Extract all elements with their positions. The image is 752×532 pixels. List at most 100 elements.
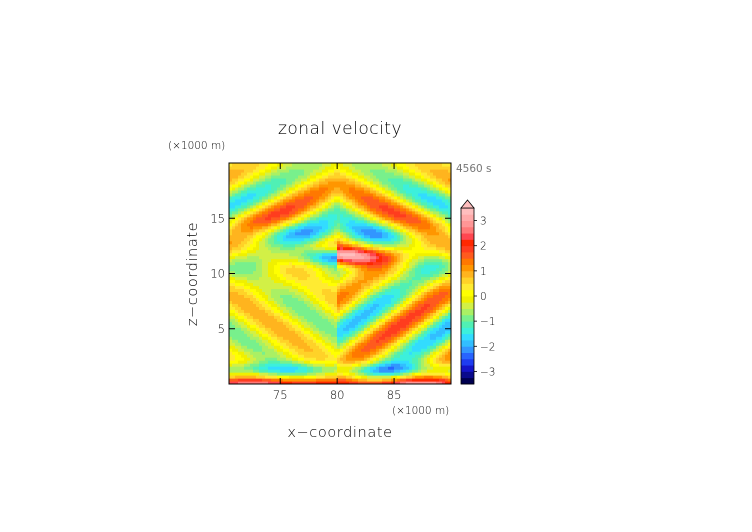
field-cell — [322, 315, 326, 319]
field-cell — [415, 249, 419, 254]
field-cell — [430, 288, 434, 293]
field-cell — [238, 360, 242, 364]
field-cell — [370, 168, 374, 173]
field-cell — [232, 234, 236, 239]
field-cell — [346, 333, 350, 337]
field-cell — [340, 270, 344, 275]
field-cell — [361, 300, 365, 304]
field-cell — [352, 186, 356, 191]
field-cell — [289, 273, 293, 278]
field-cell — [286, 163, 290, 167]
field-cell — [232, 258, 236, 263]
field-cell — [322, 168, 326, 173]
field-cell — [403, 297, 407, 301]
field-cell — [310, 246, 314, 251]
field-cell — [391, 282, 395, 287]
field-cell — [250, 177, 254, 182]
field-cell — [388, 288, 392, 293]
field-cell — [385, 303, 389, 307]
field-cell — [328, 228, 332, 233]
field-cell — [229, 240, 233, 245]
field-cell — [301, 354, 305, 358]
field-cell — [349, 330, 353, 334]
field-cell — [313, 237, 317, 242]
field-cell — [277, 180, 281, 185]
field-cell — [232, 294, 236, 298]
field-cell — [238, 234, 242, 239]
field-cell — [289, 282, 293, 287]
field-cell — [238, 219, 242, 224]
field-cell — [385, 180, 389, 185]
field-cell — [370, 207, 374, 212]
field-cell — [328, 201, 332, 206]
field-cell — [271, 369, 275, 373]
field-cell — [247, 163, 251, 167]
field-cell — [271, 288, 275, 293]
field-cell — [280, 177, 284, 182]
field-cell — [376, 306, 380, 310]
field-cell — [370, 267, 374, 272]
field-cell — [310, 261, 314, 266]
field-cell — [376, 297, 380, 301]
field-cell — [397, 228, 401, 233]
field-cell — [361, 273, 365, 278]
field-cell — [418, 303, 422, 307]
field-cell — [364, 294, 368, 298]
field-cell — [316, 225, 320, 230]
field-cell — [388, 201, 392, 206]
field-cell — [334, 249, 338, 254]
field-cell — [406, 255, 410, 260]
field-cell — [310, 249, 314, 254]
field-cell — [316, 381, 320, 384]
field-cell — [244, 348, 248, 352]
field-cell — [301, 378, 305, 382]
field-cell — [379, 255, 383, 260]
field-cell — [313, 321, 317, 325]
field-cell — [421, 180, 425, 185]
field-cell — [322, 252, 326, 257]
field-cell — [238, 324, 242, 328]
field-cell — [232, 270, 236, 275]
field-cell — [367, 270, 371, 275]
field-cell — [256, 204, 260, 209]
field-cell — [253, 264, 257, 269]
field-cell — [322, 267, 326, 272]
field-cell — [421, 231, 425, 236]
field-cell — [421, 189, 425, 194]
field-cell — [268, 216, 272, 221]
field-cell — [370, 192, 374, 197]
field-cell — [421, 348, 425, 352]
field-cell — [280, 279, 284, 284]
field-cell — [397, 171, 401, 176]
field-cell — [286, 237, 290, 242]
field-cell — [328, 354, 332, 358]
field-cell — [259, 249, 263, 254]
field-cell — [361, 324, 365, 328]
field-cell — [313, 255, 317, 260]
field-cell — [229, 306, 233, 310]
field-cell — [331, 327, 335, 331]
field-cell — [391, 216, 395, 221]
field-cell — [313, 165, 317, 170]
field-cell — [343, 345, 347, 349]
field-cell — [292, 171, 296, 176]
field-cell — [415, 186, 419, 191]
field-cell — [277, 231, 281, 236]
field-cell — [373, 264, 377, 269]
field-cell — [334, 168, 338, 173]
field-cell — [310, 222, 314, 227]
field-cell — [232, 318, 236, 322]
field-cell — [283, 168, 287, 173]
field-cell — [301, 318, 305, 322]
field-cell — [349, 303, 353, 307]
field-cell — [301, 177, 305, 182]
field-cell — [400, 207, 404, 212]
field-cell — [253, 363, 257, 367]
field-cell — [244, 163, 248, 167]
field-cell — [307, 366, 311, 370]
field-cell — [400, 315, 404, 319]
field-cell — [349, 258, 353, 263]
field-cell — [415, 252, 419, 257]
field-cell — [277, 357, 281, 361]
field-cell — [268, 378, 272, 382]
